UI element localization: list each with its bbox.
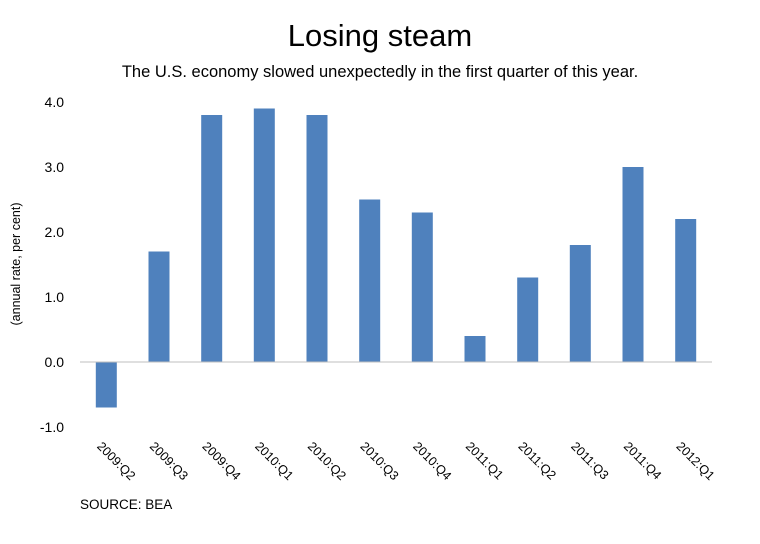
bar-2010:Q3 xyxy=(359,199,381,362)
x-tick-label: 2011:Q2 xyxy=(516,439,559,482)
x-tick-label: 2011:Q3 xyxy=(568,439,611,482)
bar-2009:Q2 xyxy=(95,362,117,408)
x-tick-label: 2009:Q4 xyxy=(200,439,244,483)
x-tick-label: 2012:Q1 xyxy=(674,439,718,483)
y-tick-labels: 4.0 3.0 2.0 1.0 0.0 -1.0 xyxy=(40,94,64,435)
chart-title: Losing steam xyxy=(287,18,473,53)
bar-2011:Q1 xyxy=(464,336,486,362)
bar-2010:Q1 xyxy=(253,108,275,362)
x-tick-label: 2010:Q3 xyxy=(358,439,402,483)
bar-2010:Q4 xyxy=(411,212,433,362)
x-tick-labels: 2009:Q2 2009:Q3 2009:Q4 2010:Q1 2010:Q2 2010:… xyxy=(94,439,717,483)
y-tick-label: 2.0 xyxy=(45,224,65,240)
x-tick-label: 2011:Q4 xyxy=(621,439,664,482)
y-tick-label: -1.0 xyxy=(40,419,64,435)
bar-2009:Q4 xyxy=(201,115,223,362)
bar-2012:Q1 xyxy=(675,219,697,362)
chart-subtitle: The U.S. economy slowed unexpectedly in … xyxy=(121,63,639,81)
bar-2011:Q2 xyxy=(517,277,539,362)
bar-2009:Q3 xyxy=(148,251,170,362)
bar-2011:Q3 xyxy=(569,245,591,362)
bars-group xyxy=(95,108,697,408)
source-note: SOURCE: BEA xyxy=(80,497,173,512)
x-tick-label: 2009:Q3 xyxy=(147,439,191,483)
x-tick-label: 2009:Q2 xyxy=(94,439,138,483)
x-tick-label: 2010:Q1 xyxy=(252,439,296,483)
x-tick-label: 2010:Q2 xyxy=(305,439,349,483)
y-tick-label: 0.0 xyxy=(45,354,65,370)
bar-2011:Q4 xyxy=(622,167,644,362)
y-tick-label: 4.0 xyxy=(45,94,65,110)
y-tick-label: 1.0 xyxy=(45,289,65,305)
bar-2010:Q2 xyxy=(306,115,328,362)
y-tick-label: 3.0 xyxy=(45,159,65,175)
y-axis-label: (annual rate, per cent) xyxy=(9,203,23,326)
x-tick-label: 2011:Q1 xyxy=(463,439,506,482)
x-tick-label: 2010:Q4 xyxy=(410,439,454,483)
